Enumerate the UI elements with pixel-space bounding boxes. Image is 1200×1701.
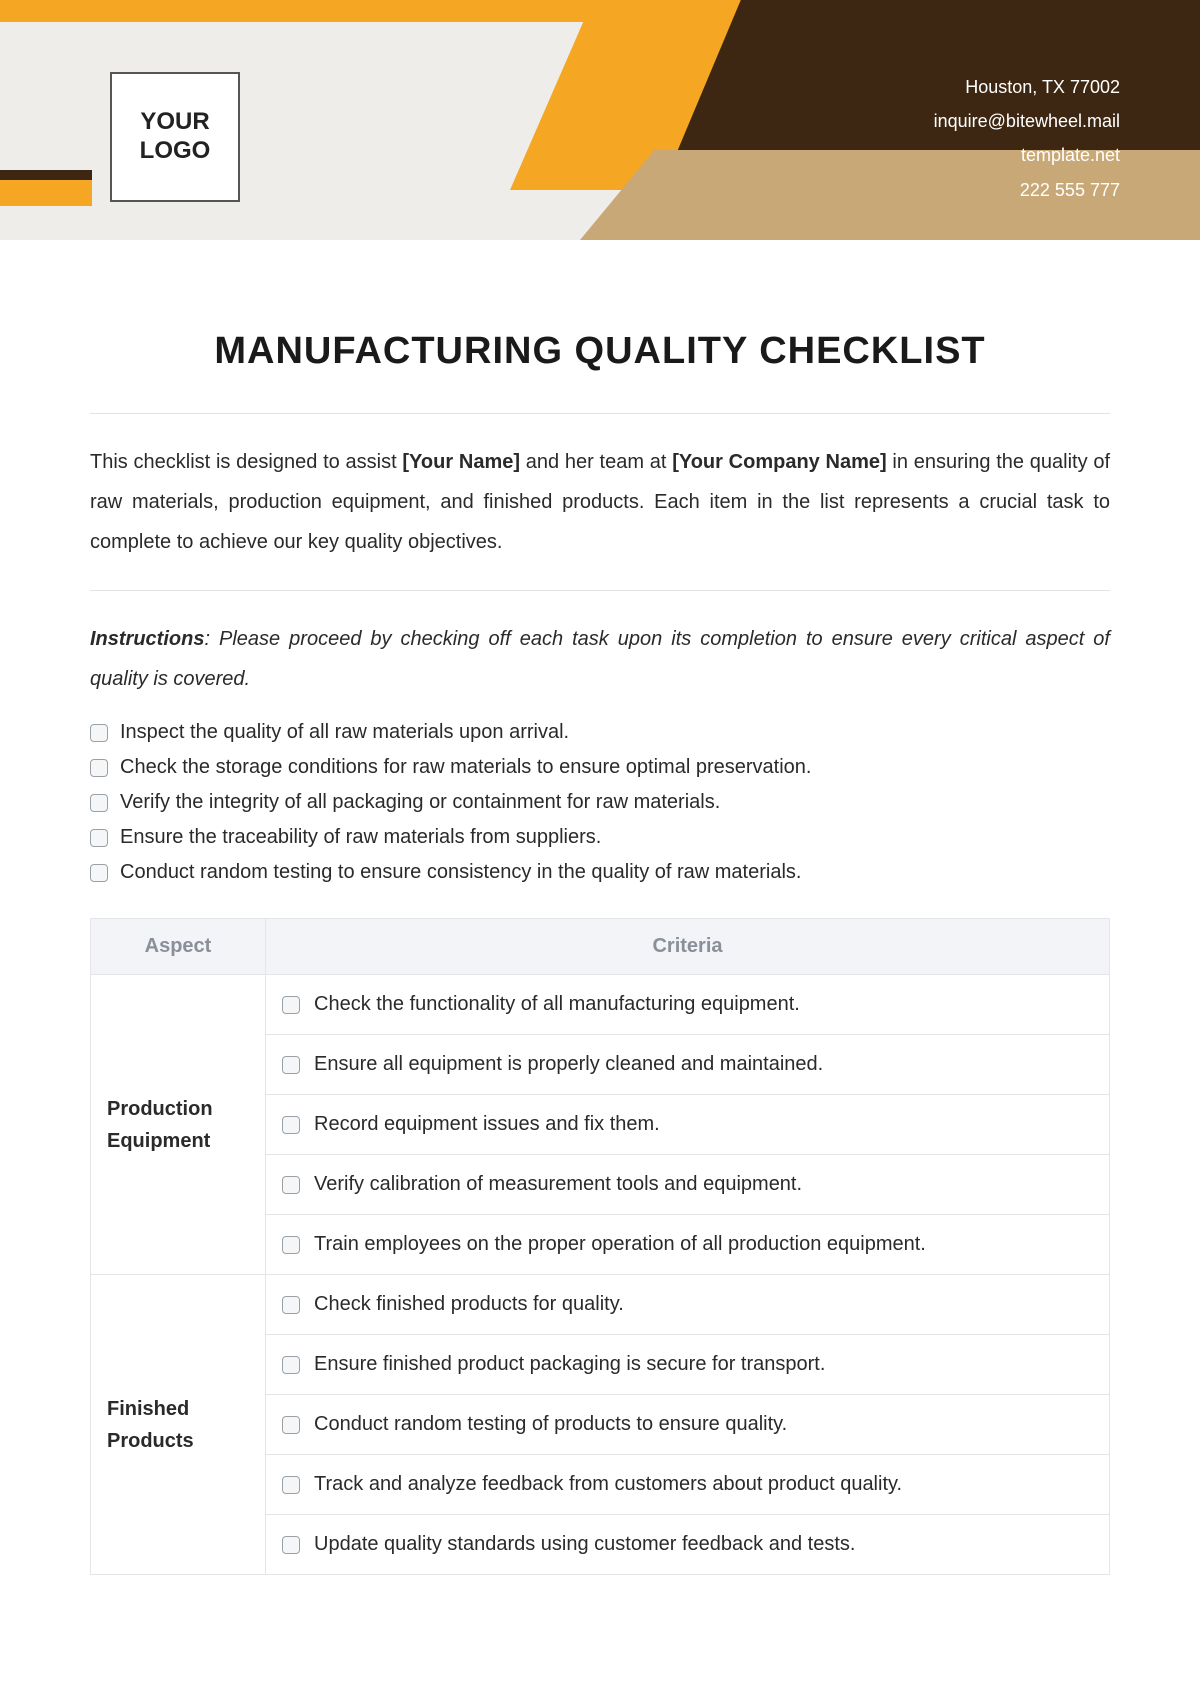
checkbox[interactable]	[282, 1236, 300, 1254]
criteria-cell: Ensure finished product packaging is sec…	[266, 1335, 1110, 1395]
table-row: FinishedProductsCheck finished products …	[91, 1275, 1110, 1335]
criteria-cell: Check the functionality of all manufactu…	[266, 975, 1110, 1035]
criteria-label: Ensure all equipment is properly cleaned…	[314, 1053, 823, 1076]
contact-block: Houston, TX 77002 inquire@bitewheel.mail…	[934, 70, 1120, 207]
criteria-cell: Record equipment issues and fix them.	[266, 1095, 1110, 1155]
instructions-label: Instructions	[90, 628, 204, 650]
checklist-item-label: Ensure the traceability of raw materials…	[120, 826, 601, 849]
criteria-cell: Train employees on the proper operation …	[266, 1215, 1110, 1275]
criteria-label: Record equipment issues and fix them.	[314, 1113, 660, 1136]
checklist-item-label: Verify the integrity of all packaging or…	[120, 791, 720, 814]
document-header: YOUR LOGO Houston, TX 77002 inquire@bite…	[0, 0, 1200, 240]
intro-placeholder-company: [Your Company Name]	[672, 451, 887, 473]
criteria-label: Track and analyze feedback from customer…	[314, 1473, 902, 1496]
criteria-label: Update quality standards using customer …	[314, 1533, 855, 1556]
divider-top	[90, 413, 1110, 414]
contact-website: template.net	[934, 138, 1120, 172]
intro-mid: and her team at	[520, 451, 672, 473]
checklist-item-label: Conduct random testing to ensure consist…	[120, 861, 801, 884]
checkbox[interactable]	[282, 1056, 300, 1074]
checklist-item: Verify the integrity of all packaging or…	[90, 785, 1110, 820]
criteria-table: Aspect Criteria ProductionEquipment Check…	[90, 918, 1110, 1575]
intro-pre: This checklist is designed to assist	[90, 451, 402, 473]
checkbox[interactable]	[282, 1476, 300, 1494]
table-header-criteria: Criteria	[266, 919, 1110, 975]
checkbox[interactable]	[90, 724, 108, 742]
checkbox[interactable]	[282, 996, 300, 1014]
page-title: MANUFACTURING QUALITY CHECKLIST	[90, 330, 1110, 373]
instructions-paragraph: Instructions: Please proceed by checking…	[90, 619, 1110, 699]
intro-paragraph: This checklist is designed to assist [Yo…	[90, 442, 1110, 562]
checkbox[interactable]	[282, 1536, 300, 1554]
logo-line-2: LOGO	[140, 137, 211, 164]
criteria-label: Ensure finished product packaging is sec…	[314, 1353, 825, 1376]
header-accent-box	[0, 170, 92, 206]
logo-placeholder: YOUR LOGO	[110, 72, 240, 202]
checkbox[interactable]	[90, 794, 108, 812]
checkbox[interactable]	[282, 1356, 300, 1374]
intro-placeholder-name: [Your Name]	[402, 451, 520, 473]
criteria-label: Check the functionality of all manufactu…	[314, 993, 800, 1016]
criteria-label: Train employees on the proper operation …	[314, 1233, 926, 1256]
criteria-label: Verify calibration of measurement tools …	[314, 1173, 802, 1196]
checkbox[interactable]	[282, 1116, 300, 1134]
checkbox[interactable]	[282, 1296, 300, 1314]
checkbox[interactable]	[282, 1416, 300, 1434]
criteria-cell: Ensure all equipment is properly cleaned…	[266, 1035, 1110, 1095]
checkbox[interactable]	[90, 759, 108, 777]
criteria-label: Check finished products for quality.	[314, 1293, 624, 1316]
table-header-aspect: Aspect	[91, 919, 266, 975]
checklist-item: Inspect the quality of all raw materials…	[90, 715, 1110, 750]
criteria-cell: Conduct random testing of products to en…	[266, 1395, 1110, 1455]
document-body: MANUFACTURING QUALITY CHECKLIST This che…	[0, 240, 1200, 1635]
checkbox[interactable]	[282, 1176, 300, 1194]
criteria-cell: Update quality standards using customer …	[266, 1515, 1110, 1575]
aspect-cell: ProductionEquipment	[91, 975, 266, 1275]
checkbox[interactable]	[90, 864, 108, 882]
criteria-label: Conduct random testing of products to en…	[314, 1413, 787, 1436]
instructions-text: : Please proceed by checking off each ta…	[90, 628, 1110, 690]
logo-line-1: YOUR	[140, 108, 209, 135]
checkbox[interactable]	[90, 829, 108, 847]
checklist-item-label: Inspect the quality of all raw materials…	[120, 721, 569, 744]
criteria-cell: Verify calibration of measurement tools …	[266, 1155, 1110, 1215]
contact-phone: 222 555 777	[934, 173, 1120, 207]
checklist-item: Conduct random testing to ensure consist…	[90, 855, 1110, 890]
divider-mid	[90, 590, 1110, 591]
table-row: ProductionEquipmentCheck the functionali…	[91, 975, 1110, 1035]
criteria-cell: Track and analyze feedback from customer…	[266, 1455, 1110, 1515]
criteria-table-body: ProductionEquipment Check the functionali…	[91, 975, 1110, 1575]
criteria-cell: Check finished products for quality.	[266, 1275, 1110, 1335]
aspect-cell: FinishedProducts	[91, 1275, 266, 1575]
contact-email: inquire@bitewheel.mail	[934, 104, 1120, 138]
checklist-item: Check the storage conditions for raw mat…	[90, 750, 1110, 785]
contact-address: Houston, TX 77002	[934, 70, 1120, 104]
raw-materials-checklist: Inspect the quality of all raw materials…	[90, 715, 1110, 890]
checklist-item: Ensure the traceability of raw materials…	[90, 820, 1110, 855]
checklist-item-label: Check the storage conditions for raw mat…	[120, 756, 811, 779]
